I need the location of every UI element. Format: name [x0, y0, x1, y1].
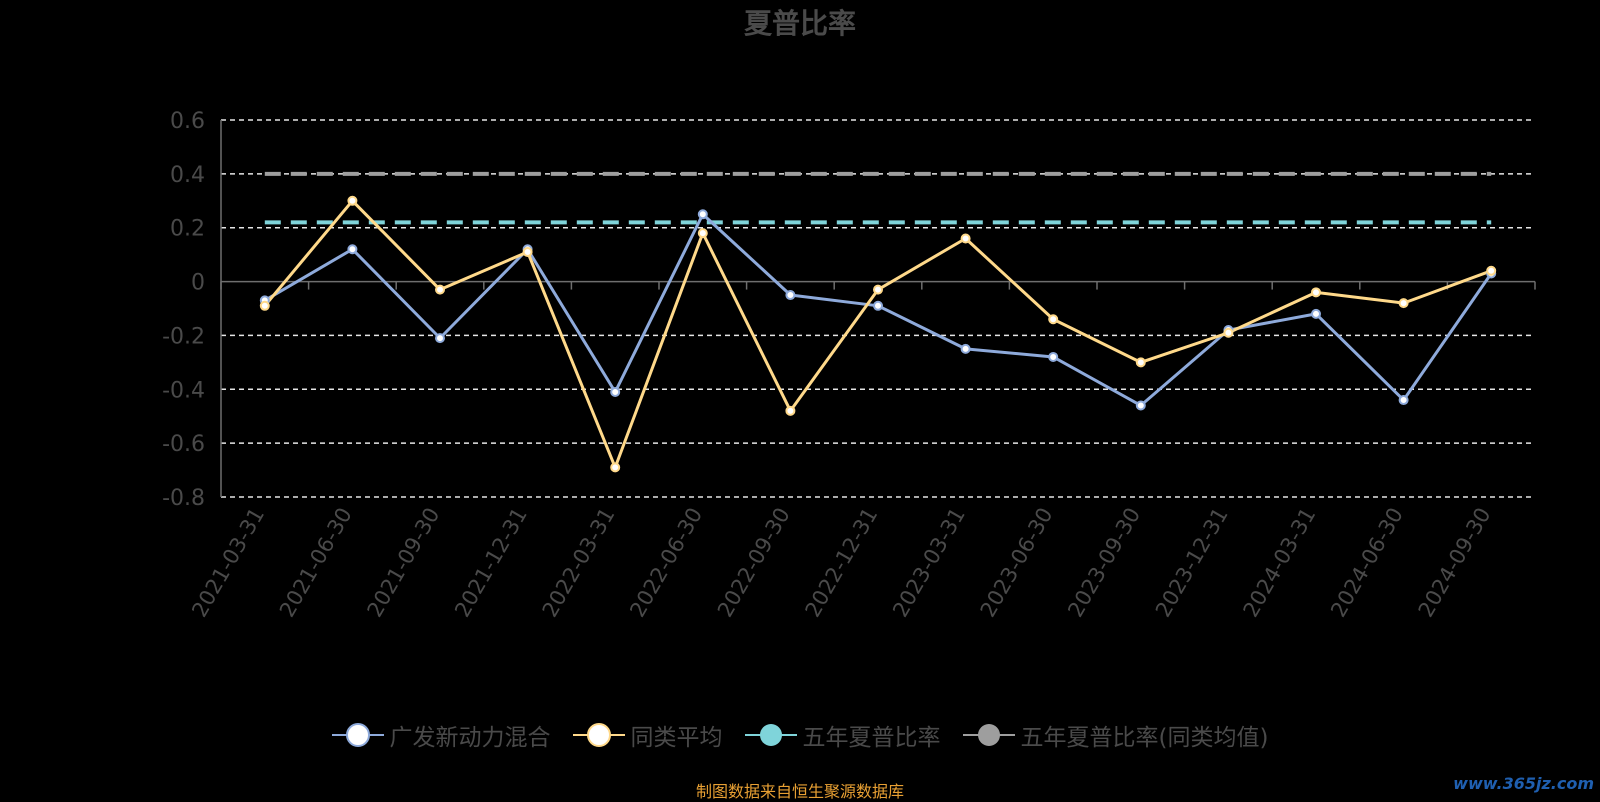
- x-tick-label: 2023-06-30: [976, 504, 1058, 622]
- data-point-fund: [610, 386, 621, 397]
- x-tick-label: 2023-12-31: [1151, 504, 1233, 622]
- y-tick-label: 0.6: [170, 109, 205, 134]
- data-point-fund: [1398, 395, 1409, 406]
- y-tick-label: -0.4: [162, 378, 205, 403]
- data-point-peer-average: [697, 228, 708, 239]
- data-point-fund: [347, 244, 358, 255]
- data-point-peer-average: [435, 284, 445, 295]
- data-point-fund: [435, 333, 445, 344]
- data-point-peer-average: [347, 195, 358, 206]
- legend-item-five-year-sharpe-peer[interactable]: 五年夏普比率(同类均值): [962, 718, 1269, 752]
- data-point-fund: [960, 343, 971, 354]
- legend-label-five-year-sharpe-peer: 五年夏普比率(同类均值): [1020, 725, 1269, 751]
- data-point-fund: [785, 290, 796, 301]
- y-tick-label: 0.4: [170, 163, 205, 188]
- x-tick-label: 2024-06-30: [1326, 504, 1408, 622]
- data-point-peer-average: [785, 405, 796, 416]
- data-point-fund: [1048, 351, 1059, 362]
- legend-swatch-five-year-sharpe-peer: [962, 724, 1015, 746]
- y-tick-label: -0.8: [162, 486, 205, 511]
- legend-item-fund[interactable]: 广发新动力混合: [331, 718, 551, 752]
- x-tick-label: 2023-03-31: [888, 504, 970, 622]
- legend-label-peer-average: 同类平均: [630, 725, 723, 751]
- sharpe-ratio-chart: 0.60.40.20-0.2-0.4-0.6-0.8 2021-03-31 202…: [162, 109, 1536, 622]
- data-point-peer-average: [1486, 265, 1497, 276]
- watermark: www.365jz.com: [1453, 774, 1594, 793]
- y-tick-label: 0.2: [170, 217, 205, 242]
- x-tick-label: 2022-12-31: [801, 504, 883, 622]
- x-tick-label: 2022-06-30: [625, 504, 707, 622]
- data-source-note: 制图数据来自恒生聚源数据库: [695, 782, 904, 801]
- data-point-peer-average: [1398, 298, 1409, 309]
- data-point-fund: [1311, 308, 1321, 319]
- data-point-peer-average: [960, 233, 971, 244]
- x-tick-label: 2024-03-31: [1239, 504, 1321, 622]
- series-line-peer-average: [263, 199, 1492, 469]
- legend-swatch-peer-average: [572, 723, 625, 747]
- data-point-peer-average: [259, 300, 270, 311]
- data-point-fund: [697, 209, 708, 220]
- y-tick-label: -0.2: [162, 324, 205, 349]
- x-tick-label: 2021-03-31: [187, 504, 269, 622]
- data-point-peer-average: [1048, 314, 1059, 325]
- chart-title: 夏普比率: [743, 7, 856, 40]
- legend-item-peer-average[interactable]: 同类平均: [572, 718, 723, 752]
- legend-swatch-five-year-sharpe: [744, 724, 797, 746]
- data-point-fund: [1135, 400, 1146, 411]
- legend-item-five-year-sharpe[interactable]: 五年夏普比率: [744, 718, 941, 752]
- legend-swatch-fund: [331, 723, 384, 747]
- legend-label-fund: 广发新动力混合: [389, 725, 551, 751]
- data-point-peer-average: [873, 284, 883, 295]
- x-tick-label: 2022-03-31: [538, 504, 620, 622]
- data-point-peer-average: [1223, 327, 1234, 338]
- x-tick-label: 2021-12-31: [450, 504, 532, 622]
- x-tick-label: 2021-09-30: [363, 504, 445, 622]
- chart-legend: 广发新动力混合 同类平均 五年夏普比率 五年夏普比率(同类均值): [0, 718, 1600, 752]
- data-point-peer-average: [1135, 357, 1146, 368]
- x-tick-label: 2023-09-30: [1063, 504, 1145, 622]
- data-point-peer-average: [610, 462, 621, 473]
- x-tick-label: 2021-06-30: [275, 504, 357, 622]
- data-point-peer-average: [1311, 287, 1321, 298]
- y-tick-label: -0.6: [162, 432, 205, 457]
- x-tick-label: 2024-09-30: [1414, 504, 1496, 622]
- y-tick-label: 0: [191, 271, 205, 296]
- data-point-peer-average: [522, 246, 533, 257]
- x-tick-label: 2022-09-30: [713, 504, 795, 622]
- legend-label-five-year-sharpe: 五年夏普比率: [802, 725, 941, 751]
- data-point-fund: [873, 300, 883, 311]
